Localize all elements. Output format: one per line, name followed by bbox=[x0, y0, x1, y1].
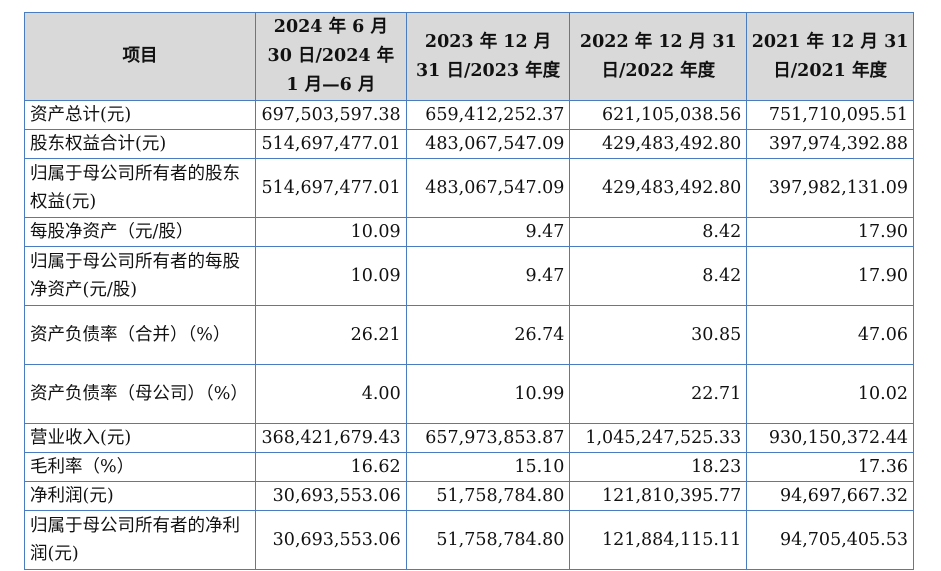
table-row: 每股净资产（元/股） 10.09 9.47 8.42 17.90 bbox=[23, 217, 914, 247]
cell-value: 397,982,131.09 bbox=[746, 158, 914, 218]
cell-value: 9.47 bbox=[405, 246, 571, 306]
cell-value: 621,105,038.56 bbox=[569, 100, 748, 130]
row-label: 营业收入(元) bbox=[23, 423, 257, 453]
cell-value: 9.47 bbox=[405, 217, 571, 247]
cell-value: 17.90 bbox=[746, 217, 914, 247]
header-2023: 2023 年 12 月 31 日/2023 年度 bbox=[405, 12, 571, 101]
cell-value: 30,693,553.06 bbox=[255, 510, 407, 570]
table-row: 归属于母公司所有者的净利润(元) 30,693,553.06 51,758,78… bbox=[23, 510, 914, 570]
table-row: 营业收入(元) 368,421,679.43 657,973,853.87 1,… bbox=[23, 423, 914, 453]
cell-value: 697,503,597.38 bbox=[255, 100, 407, 130]
row-label: 资产总计(元) bbox=[23, 100, 257, 130]
cell-value: 368,421,679.43 bbox=[255, 423, 407, 453]
table-row: 资产总计(元) 697,503,597.38 659,412,252.37 62… bbox=[23, 100, 914, 130]
cell-value: 26.74 bbox=[405, 305, 571, 365]
cell-value: 751,710,095.51 bbox=[746, 100, 914, 130]
table-row: 归属于母公司所有者的每股净资产(元/股) 10.09 9.47 8.42 17.… bbox=[23, 246, 914, 306]
row-label: 毛利率（%） bbox=[23, 452, 257, 482]
cell-value: 121,884,115.11 bbox=[569, 510, 748, 570]
table-header: 项目 2024 年 6 月 30 日/2024 年 1 月—6 月 2023 年… bbox=[23, 12, 914, 101]
cell-value: 26.21 bbox=[255, 305, 407, 365]
header-2024h1: 2024 年 6 月 30 日/2024 年 1 月—6 月 bbox=[255, 12, 407, 101]
cell-value: 30,693,553.06 bbox=[255, 481, 407, 511]
cell-value: 94,697,667.32 bbox=[746, 481, 914, 511]
cell-value: 483,067,547.09 bbox=[405, 129, 571, 159]
table-row: 股东权益合计(元) 514,697,477.01 483,067,547.09 … bbox=[23, 129, 914, 159]
cell-value: 483,067,547.09 bbox=[405, 158, 571, 218]
cell-value: 10.09 bbox=[255, 246, 407, 306]
cell-value: 397,974,392.88 bbox=[746, 129, 914, 159]
cell-value: 51,758,784.80 bbox=[405, 510, 571, 570]
cell-value: 18.23 bbox=[569, 452, 748, 482]
cell-value: 1,045,247,525.33 bbox=[569, 423, 748, 453]
financial-summary-table: 项目 2024 年 6 月 30 日/2024 年 1 月—6 月 2023 年… bbox=[23, 12, 914, 570]
cell-value: 94,705,405.53 bbox=[746, 510, 914, 570]
cell-value: 17.90 bbox=[746, 246, 914, 306]
cell-value: 15.10 bbox=[405, 452, 571, 482]
header-2021: 2021 年 12 月 31 日/2021 年度 bbox=[746, 12, 914, 101]
table-body: 资产总计(元) 697,503,597.38 659,412,252.37 62… bbox=[23, 100, 914, 570]
row-label: 归属于母公司所有者的股东权益(元) bbox=[23, 158, 257, 218]
cell-value: 30.85 bbox=[569, 305, 748, 365]
cell-value: 514,697,477.01 bbox=[255, 158, 407, 218]
cell-value: 16.62 bbox=[255, 452, 407, 482]
cell-value: 659,412,252.37 bbox=[405, 100, 571, 130]
header-row: 项目 2024 年 6 月 30 日/2024 年 1 月—6 月 2023 年… bbox=[23, 12, 914, 101]
cell-value: 930,150,372.44 bbox=[746, 423, 914, 453]
row-label: 归属于母公司所有者的净利润(元) bbox=[23, 510, 257, 570]
row-label: 净利润(元) bbox=[23, 481, 257, 511]
header-2022: 2022 年 12 月 31 日/2022 年度 bbox=[569, 12, 748, 101]
cell-value: 17.36 bbox=[746, 452, 914, 482]
table-row: 资产负债率（合并）（%） 26.21 26.74 30.85 47.06 bbox=[23, 305, 914, 365]
row-label: 每股净资产（元/股） bbox=[23, 217, 257, 247]
table-row: 资产负债率（母公司）（%） 4.00 10.99 22.71 10.02 bbox=[23, 364, 914, 424]
cell-value: 10.02 bbox=[746, 364, 914, 424]
table-row: 归属于母公司所有者的股东权益(元) 514,697,477.01 483,067… bbox=[23, 158, 914, 218]
cell-value: 121,810,395.77 bbox=[569, 481, 748, 511]
cell-value: 429,483,492.80 bbox=[569, 158, 748, 218]
row-label: 股东权益合计(元) bbox=[23, 129, 257, 159]
table-row: 净利润(元) 30,693,553.06 51,758,784.80 121,8… bbox=[23, 481, 914, 511]
cell-value: 10.09 bbox=[255, 217, 407, 247]
row-label: 资产负债率（合并）（%） bbox=[23, 305, 257, 365]
cell-value: 47.06 bbox=[746, 305, 914, 365]
cell-value: 22.71 bbox=[569, 364, 748, 424]
cell-value: 51,758,784.80 bbox=[405, 481, 571, 511]
cell-value: 514,697,477.01 bbox=[255, 129, 407, 159]
cell-value: 8.42 bbox=[569, 217, 748, 247]
row-label: 资产负债率（母公司）（%） bbox=[23, 364, 257, 424]
cell-value: 4.00 bbox=[255, 364, 407, 424]
cell-value: 429,483,492.80 bbox=[569, 129, 748, 159]
table-row: 毛利率（%） 16.62 15.10 18.23 17.36 bbox=[23, 452, 914, 482]
cell-value: 657,973,853.87 bbox=[405, 423, 571, 453]
header-item: 项目 bbox=[23, 12, 257, 101]
cell-value: 8.42 bbox=[569, 246, 748, 306]
cell-value: 10.99 bbox=[405, 364, 571, 424]
row-label: 归属于母公司所有者的每股净资产(元/股) bbox=[23, 246, 257, 306]
